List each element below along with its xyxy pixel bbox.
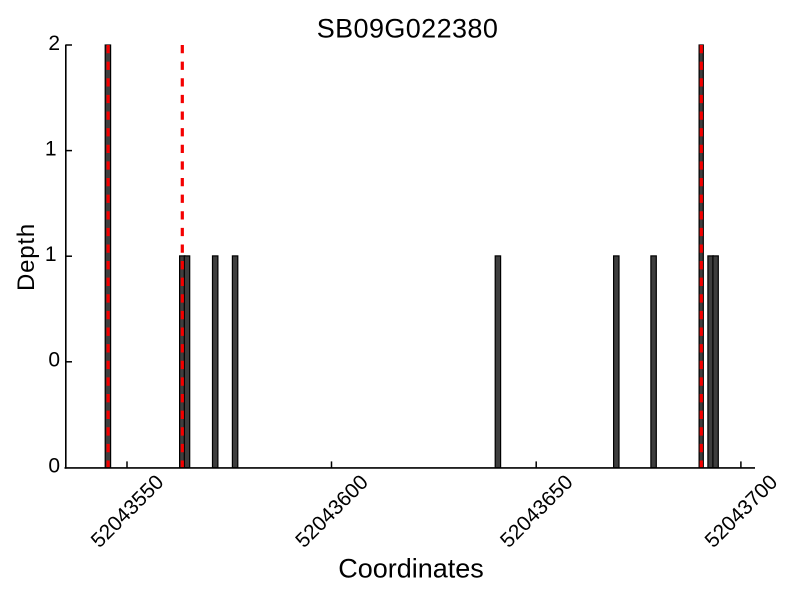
svg-text:1: 1 xyxy=(45,243,57,266)
svg-text:Depth: Depth xyxy=(13,223,40,291)
svg-text:0: 0 xyxy=(48,349,60,372)
svg-text:0: 0 xyxy=(48,454,60,477)
svg-text:SB09G022380: SB09G022380 xyxy=(317,14,499,44)
svg-text:2: 2 xyxy=(48,32,60,55)
svg-text:Coordinates: Coordinates xyxy=(338,553,484,583)
svg-text:1: 1 xyxy=(45,137,57,160)
